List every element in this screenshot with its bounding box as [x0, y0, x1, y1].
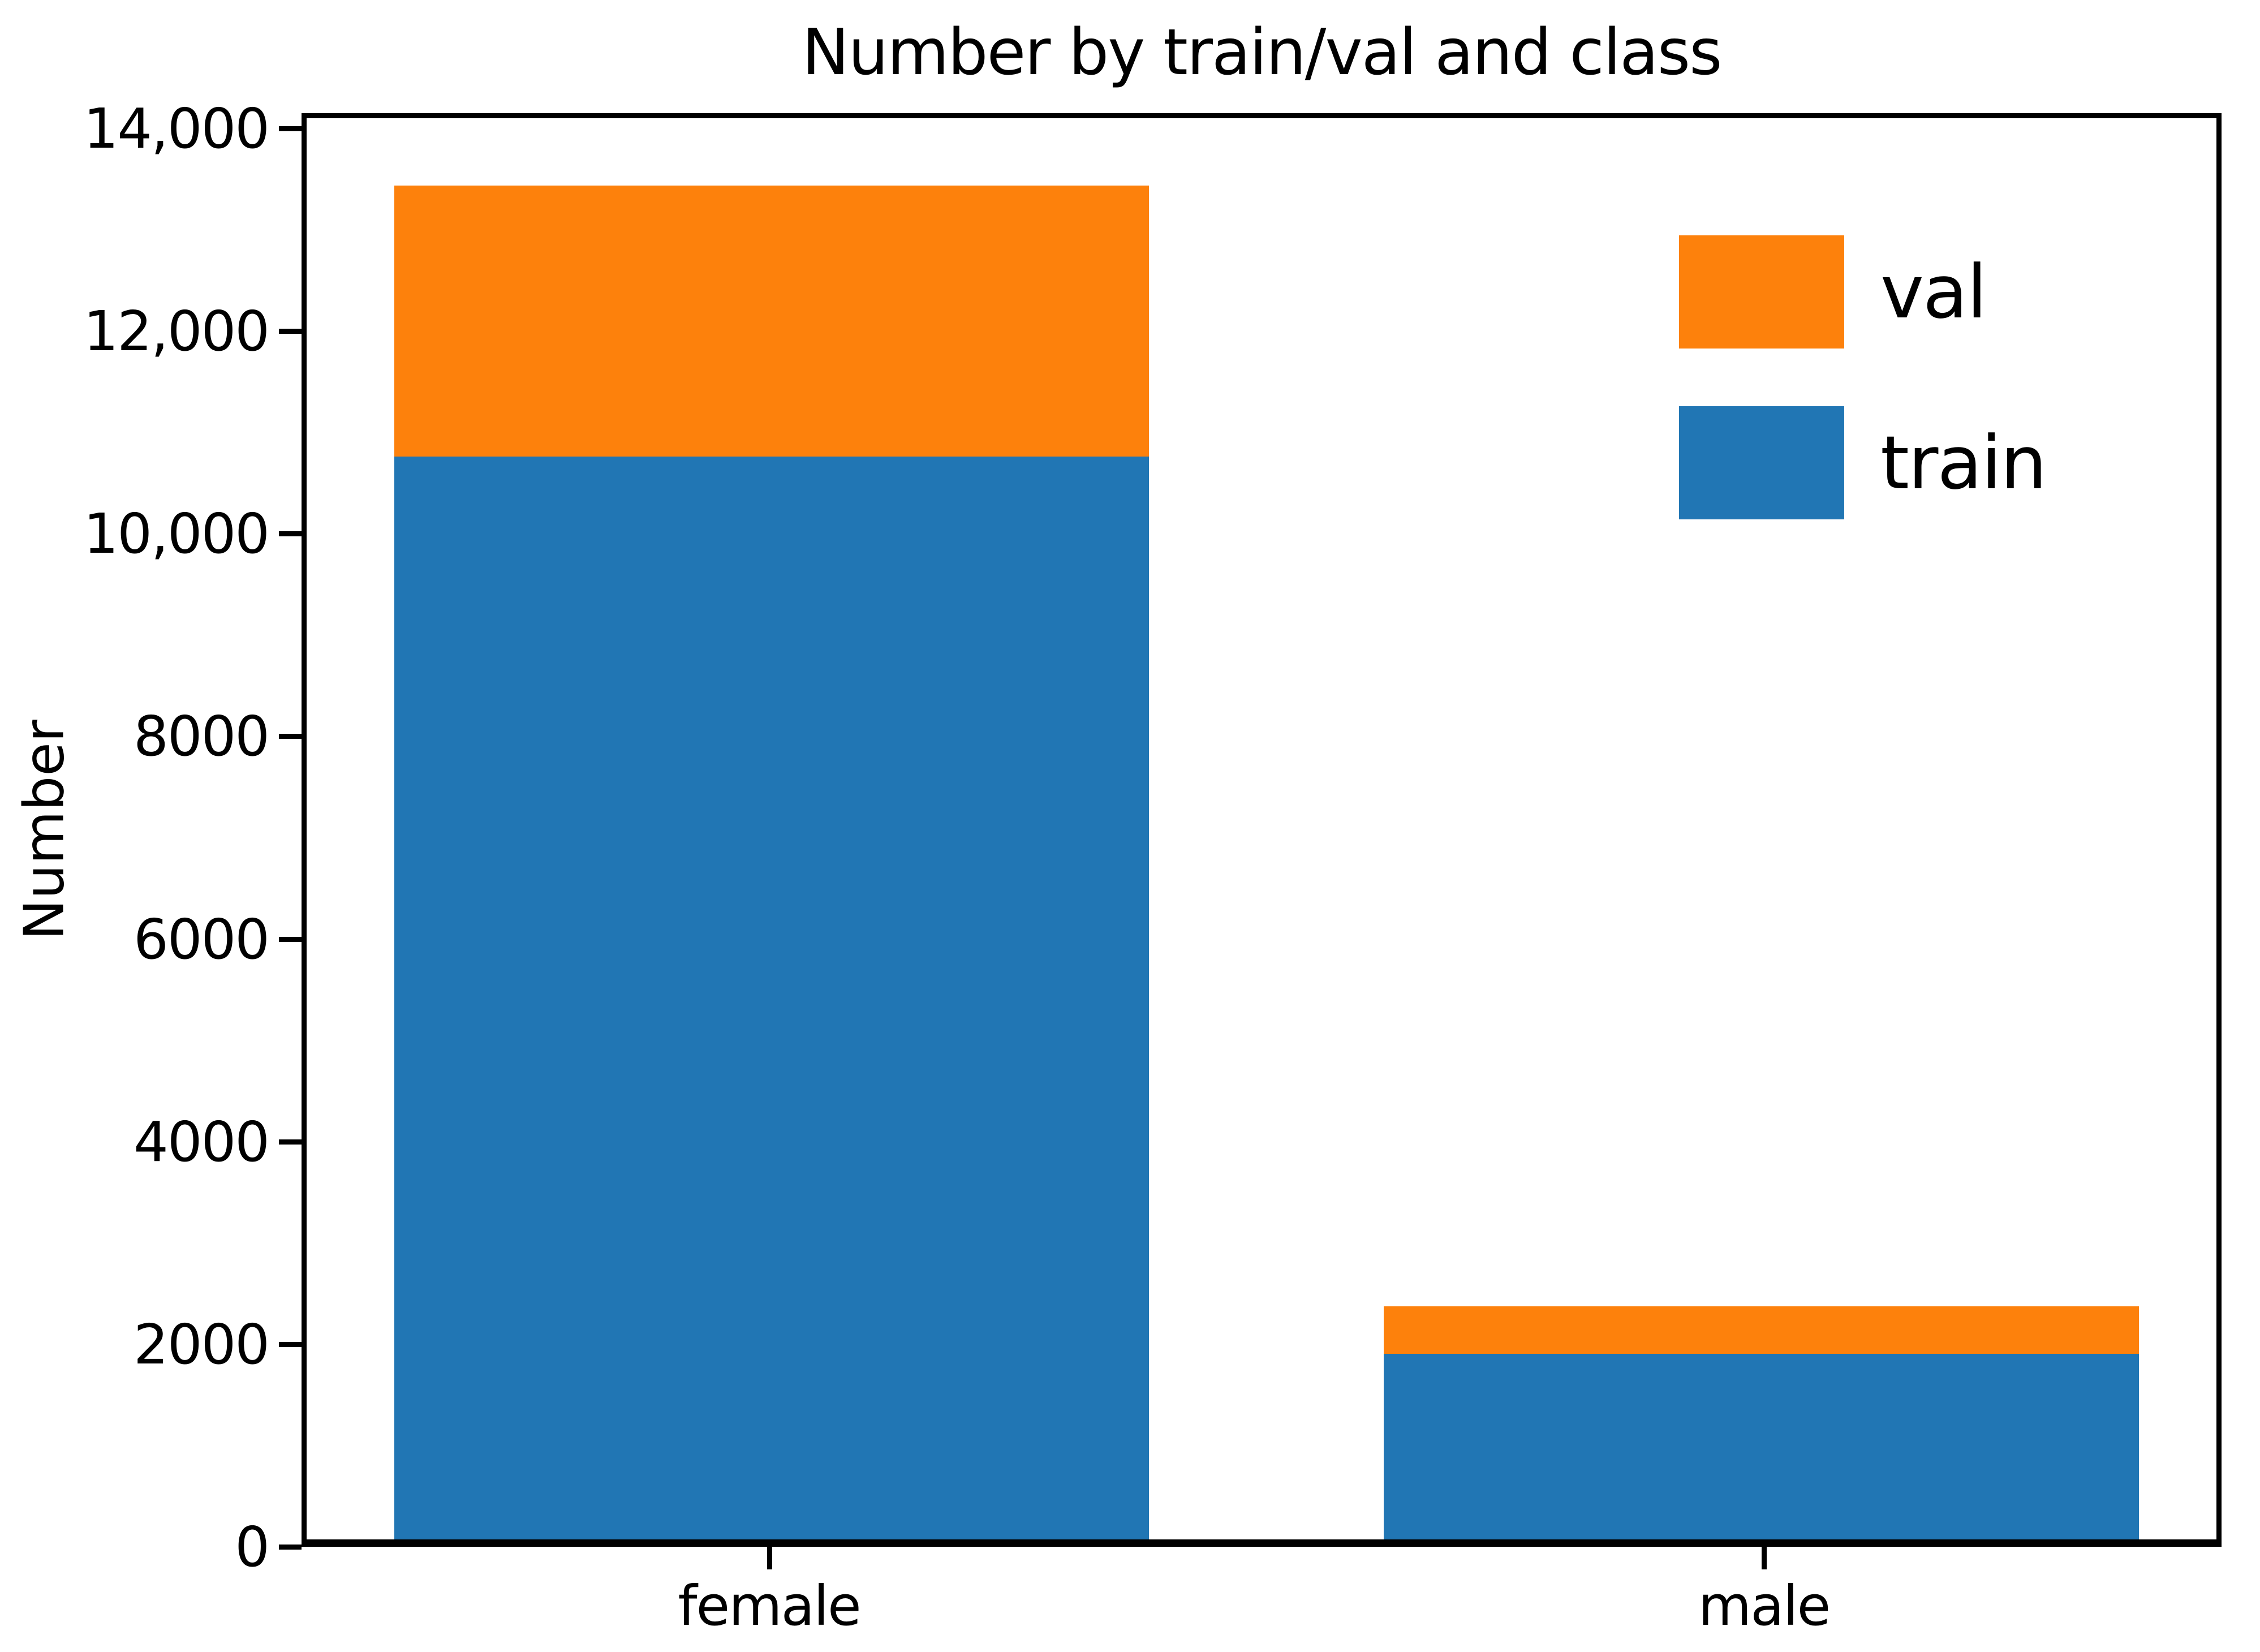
y-tick-mark — [279, 1341, 302, 1347]
y-tick-label: 14,000 — [83, 97, 270, 161]
x-tick-mark — [767, 1547, 772, 1569]
y-tick-mark — [279, 531, 302, 537]
y-axis-label: Number — [12, 720, 76, 940]
y-tick-label: 6000 — [134, 907, 270, 971]
x-tick-label-female: female — [678, 1574, 861, 1638]
x-tick-label-male: male — [1698, 1574, 1831, 1638]
legend-label-val: val — [1880, 249, 1987, 335]
legend: val train — [1679, 235, 2047, 519]
y-tick-label: 2000 — [134, 1312, 270, 1376]
legend-entry-train: train — [1679, 406, 2047, 519]
bar-female-train-segment — [394, 457, 1150, 1539]
legend-entry-val: val — [1679, 235, 2046, 349]
y-tick-label: 8000 — [134, 704, 270, 769]
bar-male-val-segment — [1384, 1306, 2139, 1354]
legend-swatch-val — [1679, 235, 1844, 349]
y-tick-label: 12,000 — [83, 299, 270, 364]
y-tick-mark — [279, 1139, 302, 1145]
x-tick-mark — [1762, 1547, 1767, 1569]
bar-male-train-segment — [1384, 1353, 2139, 1539]
legend-swatch-train — [1679, 406, 1844, 519]
y-tick-label: 4000 — [134, 1109, 270, 1174]
y-tick-label: 10,000 — [83, 502, 270, 566]
legend-label-train: train — [1880, 420, 2047, 506]
y-tick-mark — [279, 734, 302, 739]
y-tick-mark — [279, 126, 302, 132]
chart-title: Number by train/val and class — [802, 16, 1723, 89]
y-tick-mark — [279, 1545, 302, 1550]
plot-area — [302, 113, 2222, 1547]
y-tick-label: 0 — [235, 1515, 270, 1579]
y-tick-mark — [279, 329, 302, 334]
y-tick-mark — [279, 936, 302, 942]
bar-female-val-segment — [394, 186, 1150, 457]
